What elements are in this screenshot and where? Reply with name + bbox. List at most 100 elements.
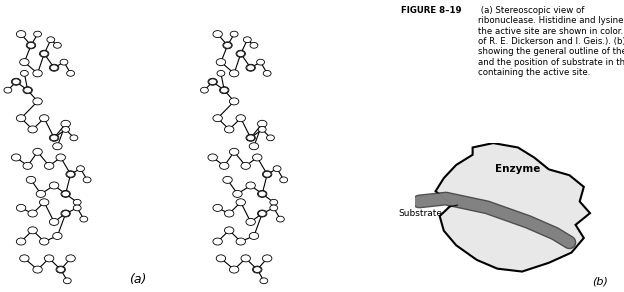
Circle shape (83, 177, 91, 183)
Text: Substrate: Substrate (399, 205, 457, 218)
Circle shape (253, 267, 261, 272)
Circle shape (54, 42, 61, 48)
Circle shape (213, 115, 222, 122)
Circle shape (11, 78, 21, 85)
Circle shape (213, 238, 222, 245)
Circle shape (20, 59, 29, 66)
Circle shape (26, 42, 36, 49)
Circle shape (280, 177, 288, 183)
Circle shape (80, 216, 88, 222)
Circle shape (16, 115, 26, 122)
Circle shape (241, 255, 250, 262)
Circle shape (16, 204, 26, 211)
Circle shape (39, 238, 49, 245)
Text: (b): (b) (592, 276, 608, 286)
Circle shape (33, 98, 42, 105)
Circle shape (28, 126, 37, 133)
Circle shape (39, 115, 49, 122)
Circle shape (61, 120, 71, 127)
Circle shape (39, 199, 49, 206)
Circle shape (73, 199, 81, 205)
Circle shape (56, 266, 66, 273)
Circle shape (263, 255, 272, 262)
Circle shape (49, 182, 59, 189)
Circle shape (220, 162, 229, 169)
Text: FIGURE 8–19: FIGURE 8–19 (401, 6, 461, 15)
Circle shape (213, 31, 222, 38)
Circle shape (258, 211, 266, 216)
Circle shape (241, 162, 250, 169)
Circle shape (64, 278, 71, 284)
Circle shape (260, 278, 268, 284)
Circle shape (230, 31, 238, 37)
Circle shape (230, 98, 239, 105)
Circle shape (217, 70, 225, 76)
Circle shape (62, 126, 70, 132)
Circle shape (258, 191, 266, 197)
Text: Enzyme: Enzyme (495, 164, 540, 174)
Circle shape (223, 176, 232, 183)
Circle shape (52, 143, 62, 150)
Circle shape (258, 126, 266, 132)
Circle shape (253, 266, 262, 273)
Circle shape (49, 64, 59, 71)
Circle shape (26, 176, 36, 183)
Circle shape (220, 87, 228, 93)
Circle shape (23, 87, 32, 94)
Circle shape (225, 210, 234, 217)
Circle shape (28, 227, 37, 234)
Circle shape (246, 135, 255, 141)
Circle shape (246, 64, 255, 71)
Text: (a) Stereoscopic view of
ribonuclease. Histidine and lysine residues of
the acti: (a) Stereoscopic view of ribonuclease. H… (478, 6, 624, 77)
Circle shape (77, 166, 84, 172)
Circle shape (236, 199, 245, 206)
Circle shape (20, 255, 29, 262)
Circle shape (213, 204, 222, 211)
Circle shape (49, 218, 59, 225)
Circle shape (225, 126, 234, 133)
Circle shape (216, 255, 226, 262)
Circle shape (246, 65, 255, 71)
Circle shape (62, 211, 70, 216)
Circle shape (12, 79, 20, 85)
Circle shape (263, 171, 272, 178)
Circle shape (23, 162, 32, 169)
Circle shape (57, 267, 65, 272)
Circle shape (28, 210, 37, 217)
Circle shape (230, 70, 239, 77)
Circle shape (233, 190, 242, 197)
Circle shape (36, 190, 46, 197)
Circle shape (39, 50, 49, 57)
Circle shape (67, 70, 74, 76)
Circle shape (220, 87, 229, 94)
Circle shape (61, 210, 71, 217)
Circle shape (4, 87, 12, 93)
Circle shape (61, 190, 71, 197)
Circle shape (236, 50, 245, 57)
Circle shape (253, 154, 262, 161)
Circle shape (49, 134, 59, 141)
Circle shape (246, 134, 255, 141)
Circle shape (263, 70, 271, 76)
Circle shape (236, 238, 245, 245)
Circle shape (44, 255, 54, 262)
Circle shape (66, 171, 76, 178)
Circle shape (208, 78, 217, 85)
Circle shape (250, 42, 258, 48)
Circle shape (200, 87, 208, 93)
Circle shape (258, 210, 267, 217)
Circle shape (16, 238, 26, 245)
Text: (a): (a) (129, 273, 146, 286)
Circle shape (33, 148, 42, 155)
Circle shape (24, 87, 32, 93)
Circle shape (225, 227, 234, 234)
Circle shape (237, 51, 245, 57)
Circle shape (246, 218, 255, 225)
Circle shape (266, 135, 275, 141)
Circle shape (216, 59, 226, 66)
Circle shape (236, 115, 245, 122)
Circle shape (44, 162, 54, 169)
Circle shape (73, 205, 81, 211)
Circle shape (34, 31, 42, 37)
Circle shape (11, 154, 21, 161)
